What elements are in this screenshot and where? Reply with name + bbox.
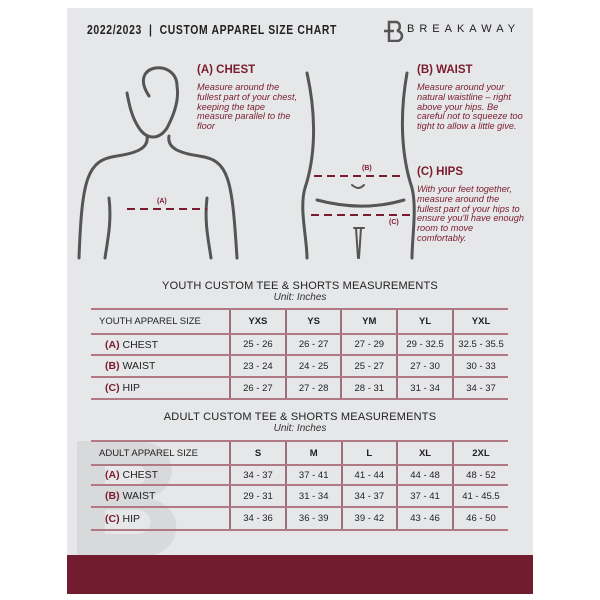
row-label: (A) CHEST [91, 333, 230, 356]
youth-unit: Unit: Inches [273, 292, 327, 303]
hips-marker: (C) [389, 219, 399, 226]
cell: 28 - 31 [340, 376, 398, 400]
cell: 27 - 30 [396, 354, 454, 378]
header-cell: XL [396, 440, 453, 466]
hips-description: With your feet together, measure around … [417, 184, 524, 243]
waist-description: Measure around your natural waistline – … [417, 82, 523, 132]
adult-table-title: ADULT CUSTOM TEE & SHORTS MEASUREMENTS [163, 411, 437, 423]
cell: 26 - 27 [284, 333, 342, 356]
cell: 26 - 27 [228, 376, 286, 400]
table-row: (B) WAIST 23 - 24 24 - 25 25 - 27 27 - 3… [91, 354, 508, 378]
cell: 34 - 37 [452, 376, 508, 400]
header-cell: M [284, 440, 342, 466]
cell: 37 - 41 [284, 464, 342, 486]
cell: 25 - 27 [340, 354, 398, 378]
cell: 24 - 25 [284, 354, 342, 378]
body-measurement-illustration [77, 66, 416, 260]
youth-table-title: YOUTH CUSTOM TEE & SHORTS MEASUREMENTS [162, 280, 438, 292]
header-cell: YM [340, 308, 398, 335]
youth-size-table: YOUTH APPAREL SIZE YXS YS YM YL YXL (A) … [91, 308, 508, 400]
chest-description: Measure around the fullest part of your … [197, 82, 298, 132]
row-label: (B) WAIST [91, 484, 231, 508]
waist-marker: (B) [362, 165, 372, 172]
cell: 46 - 50 [451, 506, 508, 531]
cell: 29 - 32.5 [396, 333, 454, 356]
hips-heading: (C) HIPS [417, 166, 463, 178]
waist-heading: (B) WAIST [417, 64, 473, 76]
cell: 41 - 45.5 [451, 484, 508, 508]
row-label: (A) CHEST [91, 464, 231, 486]
cell: 31 - 34 [284, 484, 342, 508]
brand-name: BREAKAWAY [407, 23, 521, 35]
cell: 34 - 36 [229, 506, 286, 531]
cell: 31 - 34 [396, 376, 454, 400]
footer-band [67, 555, 533, 594]
table-row: (B) WAIST 29 - 31 31 - 34 34 - 37 37 - 4… [91, 484, 508, 508]
cell: 29 - 31 [229, 484, 286, 508]
cell: 34 - 37 [229, 464, 286, 486]
cell: 44 - 48 [396, 464, 453, 486]
cell: 23 - 24 [228, 354, 286, 378]
chest-heading: (A) CHEST [197, 64, 256, 76]
cell: 48 - 52 [451, 464, 508, 486]
header-cell: 2XL [451, 440, 508, 466]
cell: 43 - 46 [396, 506, 453, 531]
cell: 34 - 37 [340, 484, 398, 508]
header-cell: YL [396, 308, 454, 335]
header-cell: YS [284, 308, 342, 335]
table-row: (A) CHEST 25 - 26 26 - 27 27 - 29 29 - 3… [91, 333, 508, 356]
header-cell: L [340, 440, 398, 466]
cell: 27 - 29 [340, 333, 398, 356]
header-cell: YXS [228, 308, 286, 335]
header-cell: YXL [452, 308, 508, 335]
cell: 39 - 42 [340, 506, 398, 531]
row-label: (C) HIP [91, 376, 230, 400]
table-header-row: ADULT APPAREL SIZE S M L XL 2XL [91, 440, 508, 466]
adult-unit: Unit: Inches [273, 423, 327, 434]
table-row: (C) HIP 26 - 27 27 - 28 28 - 31 31 - 34 … [91, 376, 508, 400]
chest-marker: (A) [157, 198, 167, 205]
row-label: (C) HIP [91, 506, 231, 531]
cell: 30 - 33 [452, 354, 508, 378]
cell: 25 - 26 [228, 333, 286, 356]
size-chart-page: 2022/2023 | CUSTOM APPAREL SIZE CHART BR… [67, 8, 533, 594]
table-row: (A) CHEST 34 - 37 37 - 41 41 - 44 44 - 4… [91, 464, 508, 486]
adult-size-table: ADULT APPAREL SIZE S M L XL 2XL (A) CHES… [91, 440, 508, 531]
cell: 41 - 44 [340, 464, 398, 486]
header-cell: S [229, 440, 286, 466]
table-header-row: YOUTH APPAREL SIZE YXS YS YM YL YXL [91, 308, 508, 335]
header-cell: YOUTH APPAREL SIZE [91, 308, 230, 335]
header-cell: ADULT APPAREL SIZE [91, 440, 231, 466]
page-title: 2022/2023 | CUSTOM APPAREL SIZE CHART [87, 22, 337, 37]
cell: 37 - 41 [396, 484, 453, 508]
row-label: (B) WAIST [91, 354, 230, 378]
breakaway-logo-icon [384, 20, 404, 42]
cell: 36 - 39 [284, 506, 342, 531]
cell: 27 - 28 [284, 376, 342, 400]
table-row: (C) HIP 34 - 36 36 - 39 39 - 42 43 - 46 … [91, 506, 508, 531]
cell: 32.5 - 35.5 [452, 333, 508, 356]
